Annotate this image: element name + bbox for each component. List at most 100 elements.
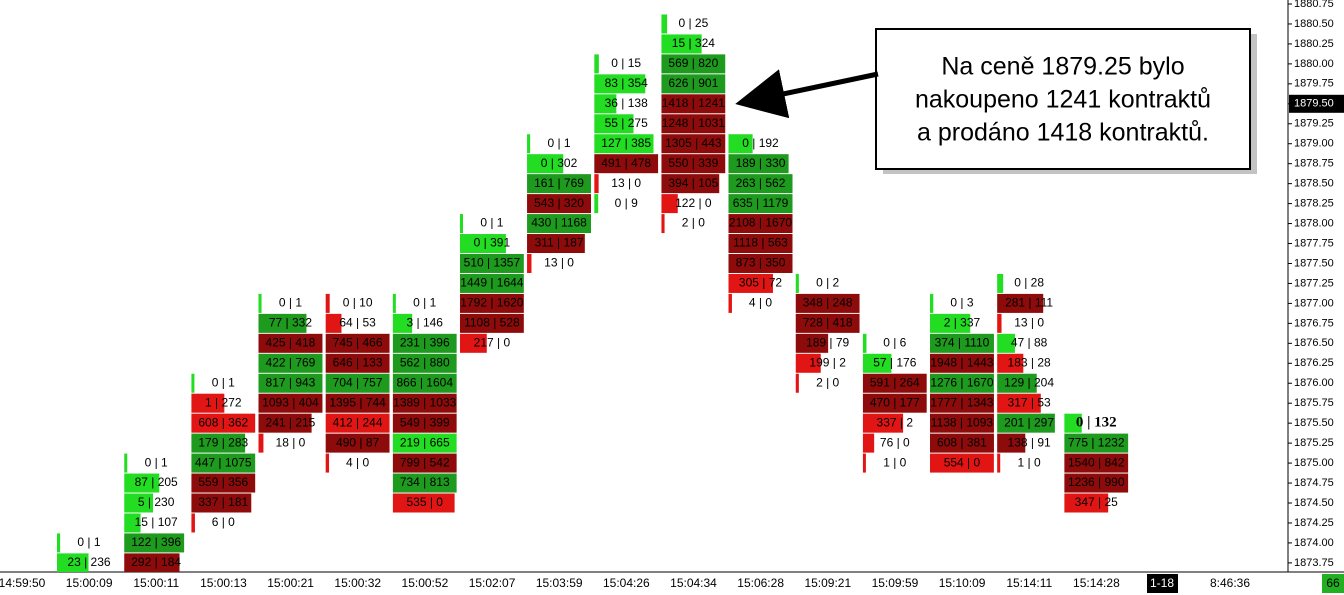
cell-label: 866 | 1604 [396,375,453,389]
cell-label: 311 | 187 [535,236,584,250]
volume-bar [527,253,532,273]
volume-bar [459,313,524,333]
volume-bar [191,433,246,453]
time-label: 15:00:21 [267,576,314,590]
price-label: 1875.00 [1294,457,1334,469]
time-label: 15:00:32 [334,576,381,590]
volume-bar [594,114,634,134]
cell-label: 549 | 399 [400,415,450,429]
callout-line: nakoupeno 1241 kontraktů [915,86,1211,114]
cell-label: 122 | 0 [675,196,712,210]
column: 0 | 1 1 | 272 608 | 362 179 | 283 447 | 1075… [191,373,256,533]
volume-bar [929,433,994,453]
volume-bar [728,194,793,214]
cell-label: 217 | 0 [474,335,511,349]
volume-bar [929,413,994,433]
cell-label: 734 | 813 [400,475,450,489]
volume-bar [191,453,256,473]
volume-bar [997,353,1024,373]
cell-label: 83 | 354 [605,76,648,90]
volume-bar [1064,453,1129,473]
cell-label: 231 | 396 [400,335,450,349]
column: 0 | 15 83 | 354 36 | 138 55 | 275 127 | 385 4… [594,54,659,214]
price-label: 1877.50 [1294,257,1334,269]
cell-label: 535 | 0 [407,495,444,509]
cell-label: 510 | 1357 [464,256,521,270]
cell-label: 0 | 3 [950,296,973,310]
price-label: 1874.50 [1294,497,1334,509]
cell-label: 447 | 1075 [195,455,252,469]
cell-label: 129 | 204 [1004,375,1054,389]
volume-bar [57,533,61,553]
cell-label: 422 | 769 [266,355,316,369]
cell-label: 337 | 2 [877,415,914,429]
volume-bar [795,373,799,393]
badge-box [1322,574,1344,593]
volume-bar [661,174,720,194]
price-label: 1878.00 [1294,217,1334,229]
volume-bar [728,214,793,234]
cell-label: 0 | 1 [547,136,570,150]
volume-bar [728,174,793,194]
cell-label: 201 | 297 [1004,415,1054,429]
time-label: 15:04:26 [603,576,650,590]
volume-bar [191,413,256,433]
volume-bar [325,313,342,333]
column: 0 | 1 3 | 146 231 | 396 562 | 880 866 | 1604… [392,293,457,513]
volume-bar [728,253,793,273]
volume-bar [795,353,821,373]
callout-line: a prodáno 1418 kontraktů. [917,119,1209,147]
time-label: 15:00:09 [66,576,113,590]
volume-bar [929,353,994,373]
cell-label: 1248 | 1031 [662,116,726,130]
volume-bar [661,54,726,74]
volume-bar [997,433,1026,453]
volume-bar [862,353,892,373]
volume-bar [795,273,799,293]
cell-label: 1395 | 744 [329,395,386,409]
volume-bar [124,473,160,493]
volume-bar [325,333,390,353]
cell-label: 394 | 105 [668,176,718,190]
price-label: 1880.75 [1294,0,1334,10]
cell-label: 374 | 1110 [935,335,990,349]
volume-bar [728,134,753,154]
cell-label: 5 | 230 [138,495,175,509]
cell-label: 425 | 418 [266,335,316,349]
volume-bar [124,453,128,473]
volume-bar [594,134,654,154]
time-marker: 1-18 [1150,576,1174,590]
volume-bar [325,433,390,453]
volume-bar [594,54,599,74]
cell-label: 1236 | 990 [1068,475,1125,489]
column: 0 | 25 15 | 324 569 | 820 626 | 901 1418 | 1… [661,14,726,234]
cell-label: 2108 | 1670 [729,216,793,230]
cell-label: 1118 | 563 [733,236,788,250]
cell-label: 281 | 111 [1005,296,1053,310]
volume-bar [258,353,323,373]
cell-label: 799 | 542 [400,455,450,469]
cell-label: 161 | 769 [534,176,584,190]
volume-bar [594,174,599,194]
price-label: 1879.50 [1294,98,1334,110]
price-label: 1876.75 [1294,317,1334,329]
cell-label: 138 | 91 [1008,435,1051,449]
cell-label: 189 | 79 [806,335,849,349]
cell-label: 1449 | 1644 [460,276,524,290]
cell-label: 0 | 1 [480,216,503,230]
volume-bar [527,134,531,154]
cell-label: 817 | 943 [266,375,316,389]
price-label: 1880.25 [1294,38,1334,50]
volume-bar [661,214,665,234]
volume-bar [191,373,195,393]
volume-bar [661,34,702,54]
volume-bar [258,433,264,453]
price-label: 1880.00 [1294,58,1334,70]
time-label: 15:02:07 [469,576,516,590]
volume-bar [661,94,726,114]
cell-label: 183 | 28 [1008,355,1051,369]
volume-bar [325,413,390,433]
column: 0 | 132 775 | 1232 1540 | 842 1236 | 990 347… [1064,413,1129,513]
columns: 0 | 1 23 | 236 0 | 1 87 | 205 5 | 230 15 | 10… [57,14,1129,572]
